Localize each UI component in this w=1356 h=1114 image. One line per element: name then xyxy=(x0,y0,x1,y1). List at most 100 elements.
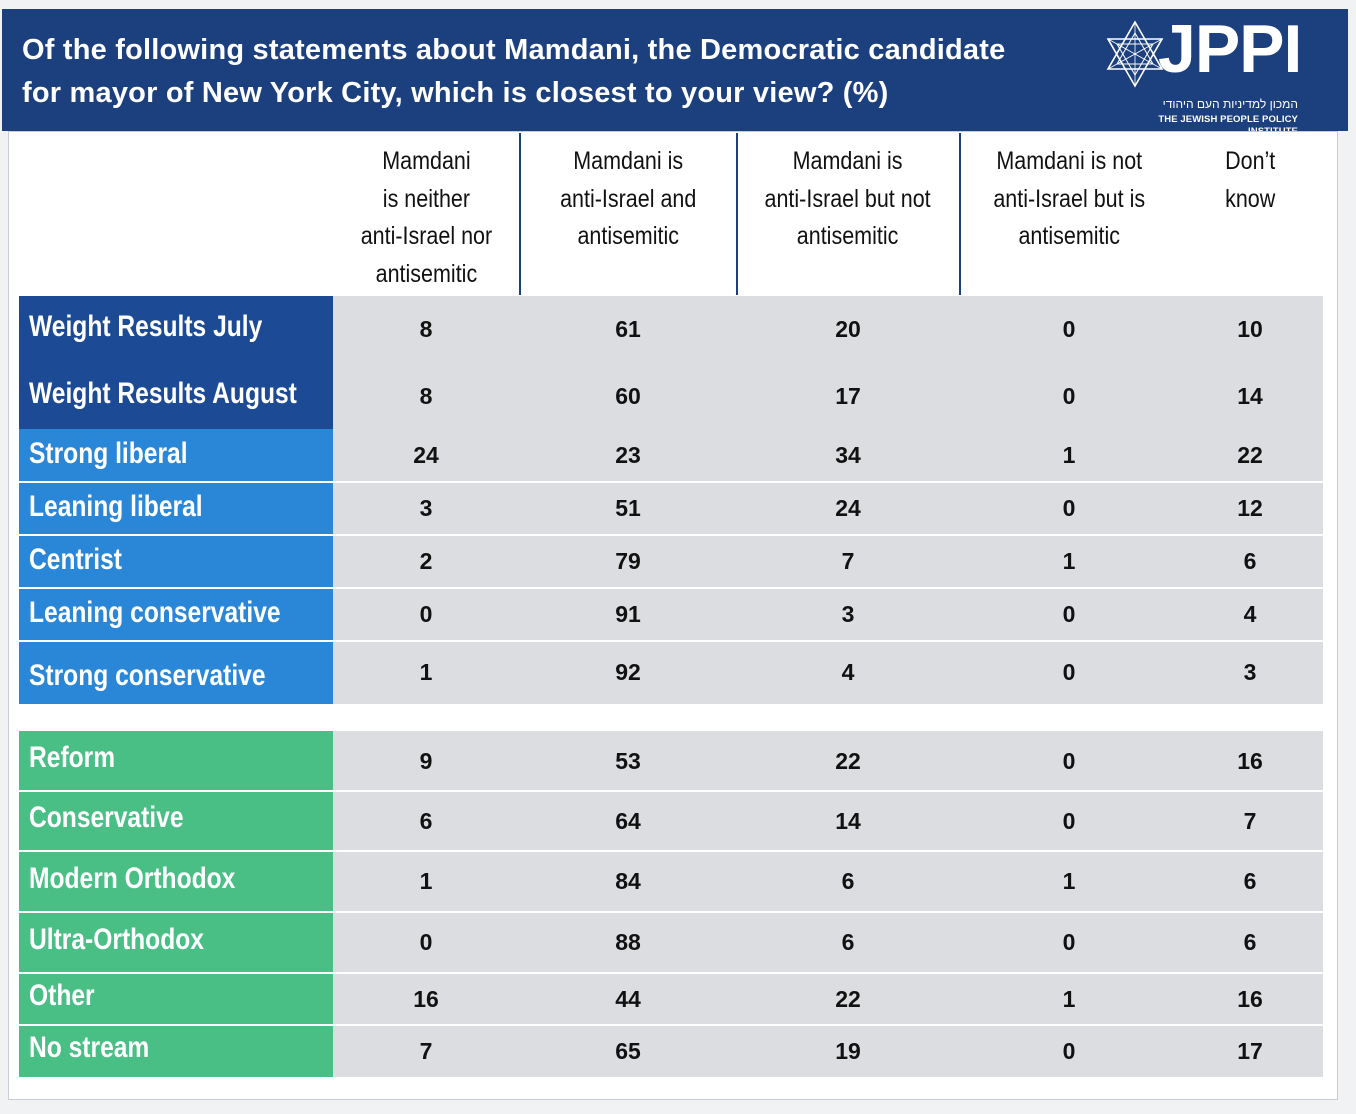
row-label-cell: Leaning conservative xyxy=(19,588,333,641)
value-cell: 6 xyxy=(841,868,855,894)
value-cell: 8 xyxy=(419,316,433,342)
value-cell: 88 xyxy=(615,929,641,955)
value-cell: 60 xyxy=(615,383,641,409)
row-label-cell: Weight Results July xyxy=(19,296,333,363)
table-row: Leaning conservative 0 91 3 0 4 xyxy=(19,587,1323,641)
value-cell: 1 xyxy=(1062,985,1076,1012)
value-cell: 0 xyxy=(419,929,433,955)
column-header-5: Don’t know xyxy=(1195,143,1305,293)
star-of-david-icon xyxy=(1106,20,1164,88)
value-cell: 1 xyxy=(1062,868,1076,894)
value-cell: 20 xyxy=(835,316,861,342)
value-cell: 53 xyxy=(615,747,641,774)
row-values: 8 60 17 0 14 xyxy=(333,363,1323,430)
row-values: 7 65 19 0 17 xyxy=(333,1025,1323,1077)
row-label-cell: Conservative xyxy=(19,791,333,851)
row-label: Leaning conservative xyxy=(29,596,281,629)
value-cell: 10 xyxy=(1237,316,1263,342)
value-cell: 3 xyxy=(1243,659,1257,685)
table-row: Weight Results July 8 61 20 0 10 xyxy=(19,296,1323,363)
value-cell: 6 xyxy=(1243,868,1257,894)
row-separator xyxy=(19,534,1323,536)
value-cell: 16 xyxy=(1237,985,1263,1012)
row-label: Weight Results July xyxy=(29,310,263,343)
value-cell: 0 xyxy=(1062,316,1076,342)
value-cell: 17 xyxy=(835,383,861,409)
row-label-cell: Weight Results August xyxy=(19,363,333,430)
column-header-label: Mamdani is anti-Israel but not antisemit… xyxy=(764,147,932,250)
column-divider xyxy=(959,133,961,295)
value-cell: 22 xyxy=(1237,442,1263,468)
row-label-cell: Reform xyxy=(19,731,333,791)
row-separator xyxy=(19,972,1323,974)
row-label: Other xyxy=(29,979,95,1012)
table-row: Weight Results August 8 60 17 0 14 xyxy=(19,363,1323,430)
column-header-3: Mamdani is anti-Israel but not antisemit… xyxy=(743,143,953,293)
row-label-cell: Leaning liberal xyxy=(19,482,333,535)
row-values: 6 64 14 0 7 xyxy=(333,791,1323,851)
value-cell: 14 xyxy=(835,807,861,834)
row-values: 16 44 22 1 16 xyxy=(333,973,1323,1025)
value-cell: 64 xyxy=(615,807,641,834)
row-values: 2 79 7 1 6 xyxy=(333,535,1323,588)
row-separator xyxy=(19,790,1323,792)
title-line-1: Of the following statements about Mamdan… xyxy=(22,34,1006,66)
column-header-4: Mamdani is not anti-Israel but is antise… xyxy=(969,143,1169,293)
value-cell: 22 xyxy=(835,747,861,774)
value-cell: 61 xyxy=(615,316,641,342)
table-row: Strong liberal 24 23 34 1 22 xyxy=(19,429,1323,482)
value-cell: 16 xyxy=(1237,747,1263,774)
table-row: Ultra-Orthodox 0 88 6 0 6 xyxy=(19,911,1323,973)
value-cell: 34 xyxy=(835,442,861,468)
column-header-label: Mamdani is not anti-Israel but is antise… xyxy=(993,147,1145,250)
value-cell: 79 xyxy=(615,548,641,574)
value-cell: 19 xyxy=(835,1037,861,1064)
column-header-label: Mamdani is neither anti-Israel nor antis… xyxy=(360,147,492,288)
value-cell: 3 xyxy=(419,495,433,521)
value-cell: 12 xyxy=(1237,495,1263,521)
value-cell: 0 xyxy=(1062,929,1076,955)
row-label-cell: Modern Orthodox xyxy=(19,851,333,912)
row-label: No stream xyxy=(29,1031,150,1064)
value-cell: 6 xyxy=(841,929,855,955)
value-cell: 4 xyxy=(1243,601,1257,627)
value-cell: 1 xyxy=(419,868,433,894)
table-row: Conservative 6 64 14 0 7 xyxy=(19,790,1323,851)
value-cell: 14 xyxy=(1237,383,1263,409)
value-cell: 6 xyxy=(1243,548,1257,574)
column-header-2: Mamdani is anti-Israel and antisemitic xyxy=(528,143,728,293)
column-divider xyxy=(736,133,738,295)
value-cell: 0 xyxy=(1062,1037,1076,1064)
value-cell: 0 xyxy=(1062,383,1076,409)
chart-title: Of the following statements about Mamdan… xyxy=(22,29,1082,115)
row-label-cell: No stream xyxy=(19,1025,333,1077)
row-separator xyxy=(19,481,1323,483)
value-cell: 3 xyxy=(841,601,855,627)
jppi-logo: JPPI המכון למדיניות העם היהודי THE JEWIS… xyxy=(1100,11,1310,137)
value-cell: 2 xyxy=(419,548,433,574)
logo-hebrew-text: המכון למדיניות העם היהודי xyxy=(1162,97,1298,111)
row-label: Modern Orthodox xyxy=(29,862,236,895)
row-label-cell: Centrist xyxy=(19,535,333,588)
value-cell: 6 xyxy=(419,807,433,834)
table-row: Leaning liberal 3 51 24 0 12 xyxy=(19,481,1323,535)
value-cell: 22 xyxy=(835,985,861,1012)
value-cell: 1 xyxy=(1062,548,1076,574)
column-header-label: Mamdani is anti-Israel and antisemitic xyxy=(559,147,697,250)
value-cell: 91 xyxy=(615,601,641,627)
value-cell: 51 xyxy=(615,495,641,521)
table-row: Other 16 44 22 1 16 xyxy=(19,972,1323,1025)
row-values: 1 92 4 0 3 xyxy=(333,641,1323,704)
value-cell: 24 xyxy=(835,495,861,521)
value-cell: 1 xyxy=(1062,442,1076,468)
value-cell: 0 xyxy=(419,601,433,627)
value-cell: 7 xyxy=(1243,807,1257,834)
value-cell: 17 xyxy=(1237,1037,1263,1064)
table-row: No stream 7 65 19 0 17 xyxy=(19,1024,1323,1077)
row-label: Conservative xyxy=(29,801,184,834)
value-cell: 44 xyxy=(615,985,641,1012)
row-label: Leaning liberal xyxy=(29,490,203,523)
row-values: 3 51 24 0 12 xyxy=(333,482,1323,535)
row-values: 0 88 6 0 6 xyxy=(333,912,1323,973)
table-row: Centrist 2 79 7 1 6 xyxy=(19,534,1323,588)
